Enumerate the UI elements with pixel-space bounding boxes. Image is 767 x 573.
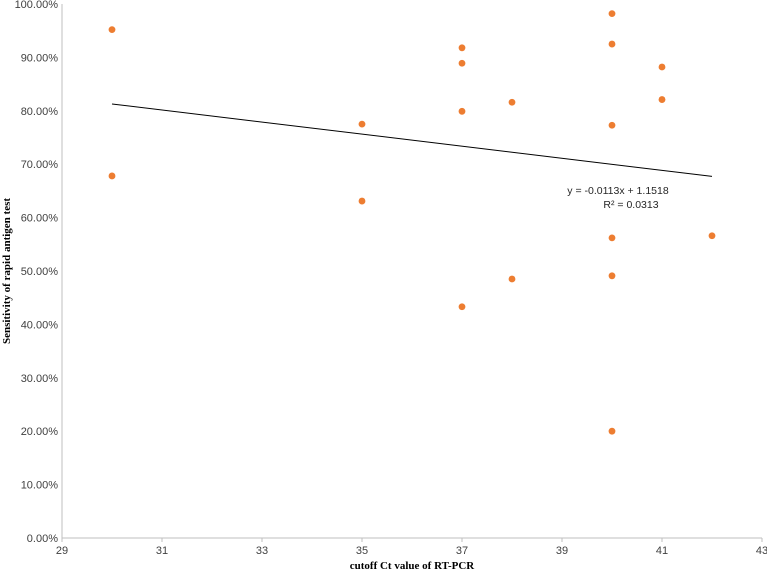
x-tick-label: 39 [556, 545, 568, 557]
y-tick-label: 50.00% [21, 266, 59, 278]
axes-layer [61, 4, 762, 539]
x-tick-label: 43 [756, 545, 767, 557]
y-axis-title: Sensitivity of rapid antigen test [1, 198, 13, 344]
y-tick-label: 60.00% [21, 213, 59, 225]
trendline-layer [111, 103, 713, 177]
y-tick-label: 0.00% [27, 533, 58, 545]
data-point [108, 26, 116, 34]
x-tick-label: 37 [456, 545, 468, 557]
trendline [111, 103, 713, 177]
data-point [358, 120, 366, 128]
y-tick-label: 100.00% [15, 0, 59, 11]
y-tick-label: 80.00% [21, 106, 59, 118]
y-tick-label: 40.00% [21, 319, 59, 331]
data-point [608, 40, 616, 48]
data-point [658, 96, 666, 103]
data-point [608, 121, 616, 129]
data-point [508, 98, 516, 106]
data-point [608, 427, 616, 435]
data-point [608, 10, 616, 18]
y-tick-label: 20.00% [21, 426, 59, 438]
x-tick-label: 33 [256, 545, 268, 557]
data-point [458, 44, 466, 52]
data-point [658, 63, 666, 71]
data-point [358, 197, 366, 205]
data-point [458, 107, 466, 115]
trendline-r-squared: R² = 0.0313 [603, 199, 658, 211]
data-point [458, 59, 466, 67]
x-tick-label: 35 [356, 545, 368, 557]
x-axis-title: cutoff Ct value of RT-PCR [350, 560, 476, 572]
data-point [458, 303, 466, 311]
data-point [108, 172, 116, 180]
data-point [608, 272, 616, 280]
x-tick-label: 31 [156, 545, 168, 557]
x-tick-label: 29 [56, 545, 68, 557]
y-tick-label: 30.00% [21, 373, 59, 385]
data-point [508, 275, 516, 283]
x-tick-label: 41 [656, 545, 668, 557]
trendline-equation: y = -0.0113x + 1.1518 [567, 185, 669, 197]
tick-labels: 29 31 33 35 37 39 41 43 0.00% 10.00% 20.00% 30.00% 4… [15, 0, 767, 557]
y-tick-label: 90.00% [21, 52, 59, 64]
data-point [708, 232, 716, 240]
y-tick-label: 70.00% [21, 159, 59, 171]
data-point [608, 234, 616, 242]
y-tick-label: 10.00% [21, 480, 59, 492]
data-points [108, 10, 716, 435]
